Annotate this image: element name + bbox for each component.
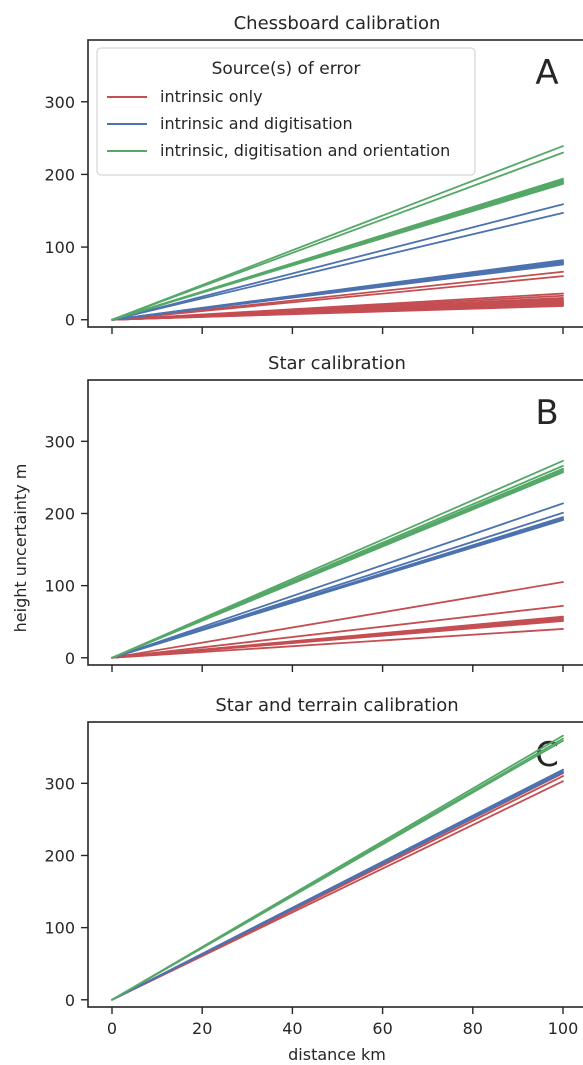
legend-label: intrinsic and digitisation: [160, 114, 353, 133]
y-tick-label: 200: [44, 165, 75, 184]
series-line: [111, 145, 564, 321]
panel-title: Chessboard calibration: [234, 13, 441, 34]
y-tick-label: 0: [65, 649, 75, 668]
panel-B: Star calibration B 0 100 200 300: [44, 353, 583, 672]
axes-frame: [87, 39, 583, 328]
series-intrinsic-only: [111, 270, 564, 321]
y-tick-label: 0: [65, 311, 75, 330]
series-line: [111, 182, 564, 321]
series-intrinsic-digitisation-and-orientation: [111, 459, 564, 659]
y-tick-label: 100: [44, 919, 75, 938]
x-tick-label: 0: [107, 1019, 117, 1038]
y-tick-label: 300: [44, 774, 75, 793]
series-line: [111, 502, 564, 659]
y-tick-label: 200: [44, 846, 75, 865]
x-axis-label: distance km: [288, 1045, 386, 1064]
series-line: [111, 739, 564, 1001]
series-line: [111, 771, 564, 1001]
panel-letter: B: [535, 393, 558, 433]
x-tick-label: 100: [548, 1019, 579, 1038]
series-intrinsic-and-digitisation: [111, 768, 564, 1001]
series-intrinsic-and-digitisation: [111, 203, 564, 321]
x-tick-label: 20: [192, 1019, 212, 1038]
series-intrinsic-digitisation-and-orientation: [111, 145, 564, 321]
series-line: [111, 628, 564, 659]
x-tick-label: 40: [282, 1019, 302, 1038]
series-line: [111, 519, 564, 659]
y-tick-label: 300: [44, 432, 75, 451]
y-axis-label: height uncertainty m: [11, 464, 30, 633]
y-tick-label: 300: [44, 93, 75, 112]
series-line: [111, 581, 564, 659]
y-tick-label: 0: [65, 991, 75, 1010]
legend-box: [96, 47, 476, 176]
legend-label: intrinsic only: [160, 87, 263, 106]
panel-A: Chessboard calibration A 0 100 200 300: [44, 13, 583, 334]
series-line: [111, 604, 564, 659]
y-tick-label: 200: [44, 504, 75, 523]
legend-label: intrinsic, digitisation and orientation: [160, 141, 450, 160]
series-line: [111, 212, 564, 321]
panel-letter: A: [535, 53, 558, 93]
series-intrinsic-and-digitisation: [111, 502, 564, 659]
y-tick-label: 100: [44, 577, 75, 596]
axes-frame: [87, 379, 583, 666]
series-line: [111, 151, 564, 321]
panel-C: Star and terrain calibrationC01002003000…: [44, 695, 583, 1038]
panel-title: Star and terrain calibration: [215, 695, 458, 716]
series-line: [111, 263, 564, 321]
panel-title: Star calibration: [268, 353, 406, 374]
series-line: [111, 620, 564, 659]
series-line: [111, 471, 564, 659]
series-line: [111, 275, 564, 321]
series-line: [111, 203, 564, 321]
x-tick-label: 80: [463, 1019, 483, 1038]
x-tick-label: 60: [372, 1019, 392, 1038]
series-line: [111, 780, 564, 1001]
axes-frame: [87, 721, 583, 1008]
legend-title: Source(s) of error: [212, 59, 361, 79]
series-intrinsic-digitisation-and-orientation: [111, 734, 564, 1001]
y-tick-label: 100: [44, 238, 75, 257]
series-intrinsic-only: [111, 581, 564, 659]
series-line: [111, 305, 564, 321]
legend: Source(s) of error intrinsic only intrinsi…: [96, 47, 476, 176]
